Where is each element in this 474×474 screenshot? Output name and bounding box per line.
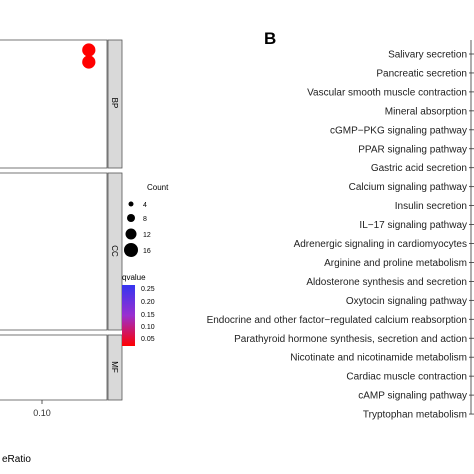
qvalue-legend-title: qvalue: [122, 273, 146, 282]
x-axis-label: eRatio: [2, 454, 31, 465]
count-legend-label: 4: [143, 202, 147, 209]
pathway-label: PPAR signaling pathway: [358, 144, 467, 155]
qvalue-legend-label: 0.15: [141, 312, 155, 319]
pathway-label: cAMP signaling pathway: [358, 391, 467, 402]
count-legend-label: 16: [143, 248, 151, 255]
qvalue-legend-label: 0.05: [141, 336, 155, 343]
pathway-label: Nicotinate and nicotinamide metabolism: [290, 353, 467, 364]
pathway-label: Cardiac muscle contraction: [346, 372, 467, 383]
pathway-label: Vascular smooth muscle contraction: [307, 87, 467, 98]
dot-point: [82, 55, 96, 69]
pathway-label: Aldosterone synthesis and secretion: [306, 277, 467, 288]
pathway-label: cGMP−PKG signaling pathway: [330, 125, 467, 136]
facet-cc-panel: [0, 172, 108, 331]
qvalue-legend: qvalue 0.25 0.20 0.15 0.10 0.05: [122, 273, 155, 346]
facet-mf-panel: [0, 334, 108, 401]
facet-mf-strip: [107, 334, 123, 401]
qvalue-legend-label: 0.10: [141, 324, 155, 331]
count-legend-key-16: [124, 243, 138, 257]
count-legend-label: 12: [143, 232, 151, 239]
pathway-label: Gastric acid secretion: [371, 163, 467, 174]
qvalue-legend-label: 0.20: [141, 299, 155, 306]
count-legend-key-12: [125, 228, 137, 240]
facet-cc-strip: [107, 172, 123, 331]
panel-a: BP CC MF 0.10 eRatio Count 4 8 12 16: [0, 39, 169, 465]
pathway-label: Tryptophan metabolism: [363, 410, 467, 421]
pathway-label: Mineral absorption: [385, 106, 467, 117]
count-legend-key-4: [128, 201, 134, 207]
pathway-label: Calcium signaling pathway: [349, 182, 467, 193]
pathway-label: Parathyroid hormone synthesis, secretion…: [234, 334, 467, 345]
pathway-label-layer: Salivary secretion Pancreatic secretion Va…: [207, 50, 474, 421]
pathway-label: IL−17 signaling pathway: [359, 220, 467, 231]
facet-mf-label: MF: [110, 361, 119, 373]
pathway-label: Salivary secretion: [388, 50, 467, 61]
dot-layer: [82, 43, 96, 69]
pathway-label: Adrenergic signaling in cardiomyocytes: [294, 239, 467, 250]
facet-bp-strip: [107, 39, 123, 169]
qvalue-legend-label: 0.25: [141, 286, 155, 293]
pathway-label: Endocrine and other factor−regulated cal…: [207, 315, 467, 326]
count-legend: Count 4 8 12 16: [124, 183, 169, 257]
x-tick-label: 0.10: [33, 408, 51, 418]
qvalue-colorbar: [122, 285, 135, 346]
facet-bp-label: BP: [110, 98, 119, 109]
pathway-label: Insulin secretion: [395, 201, 467, 212]
count-legend-label: 8: [143, 216, 147, 223]
pathway-label: Arginine and proline metabolism: [324, 258, 467, 269]
dot-point: [82, 43, 96, 57]
panel-b-letter: B: [264, 29, 276, 48]
pathway-label: Pancreatic secretion: [376, 68, 467, 79]
facet-cc-label: CC: [110, 245, 119, 257]
pathway-label: Oxytocin signaling pathway: [346, 296, 467, 307]
count-legend-title: Count: [147, 183, 169, 192]
panel-b: B Salivary secretion Pancreatic secretion…: [207, 29, 474, 421]
count-legend-key-8: [127, 214, 135, 222]
